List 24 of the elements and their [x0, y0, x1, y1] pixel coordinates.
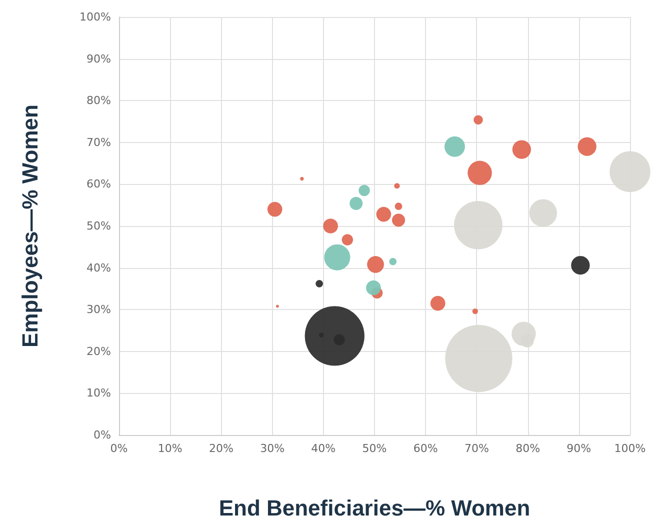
y-tick-label: 40% [86, 261, 111, 274]
y-tick-label: 80% [86, 94, 111, 108]
y-axis-title: Employees—% Women [18, 104, 42, 348]
x-tick-label: 30% [260, 442, 285, 455]
y-tick-label: 30% [86, 303, 111, 316]
x-axis-title: End Beneficiaries—% Women [218, 496, 530, 520]
y-tick-label: 10% [86, 386, 111, 400]
y-tick-label: 0% [94, 428, 111, 442]
x-tick-label: 0% [110, 442, 128, 455]
x-tick-label: 80% [516, 442, 540, 455]
y-tick-label: 90% [86, 52, 111, 66]
x-tick-label: 70% [464, 442, 489, 455]
y-tick-label: 60% [86, 178, 111, 191]
x-tick-label: 100% [614, 442, 646, 455]
x-tick-label: 90% [566, 442, 592, 455]
y-tick-label: 70% [86, 136, 111, 149]
x-tick-label: 20% [208, 442, 234, 455]
x-tick-label: 60% [413, 442, 438, 455]
y-tick-label: 50% [86, 220, 111, 232]
x-tick-label: 40% [311, 442, 336, 455]
x-tick-label: 10% [158, 442, 182, 455]
y-tick-label: 20% [86, 344, 111, 358]
y-tick-label: 100% [80, 10, 111, 24]
x-tick-label: 50% [362, 442, 387, 455]
